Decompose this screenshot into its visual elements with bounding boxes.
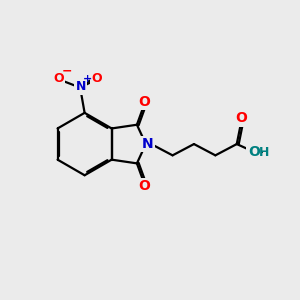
Text: O: O <box>248 145 260 159</box>
Text: +: + <box>83 74 92 84</box>
Text: −: − <box>62 64 73 77</box>
Text: O: O <box>138 179 150 194</box>
Text: O: O <box>91 72 102 85</box>
Text: O: O <box>235 111 247 125</box>
Text: N: N <box>142 137 153 151</box>
Text: O: O <box>53 72 64 85</box>
Text: O: O <box>138 94 150 109</box>
Text: H: H <box>259 146 270 159</box>
Text: N: N <box>76 80 86 94</box>
